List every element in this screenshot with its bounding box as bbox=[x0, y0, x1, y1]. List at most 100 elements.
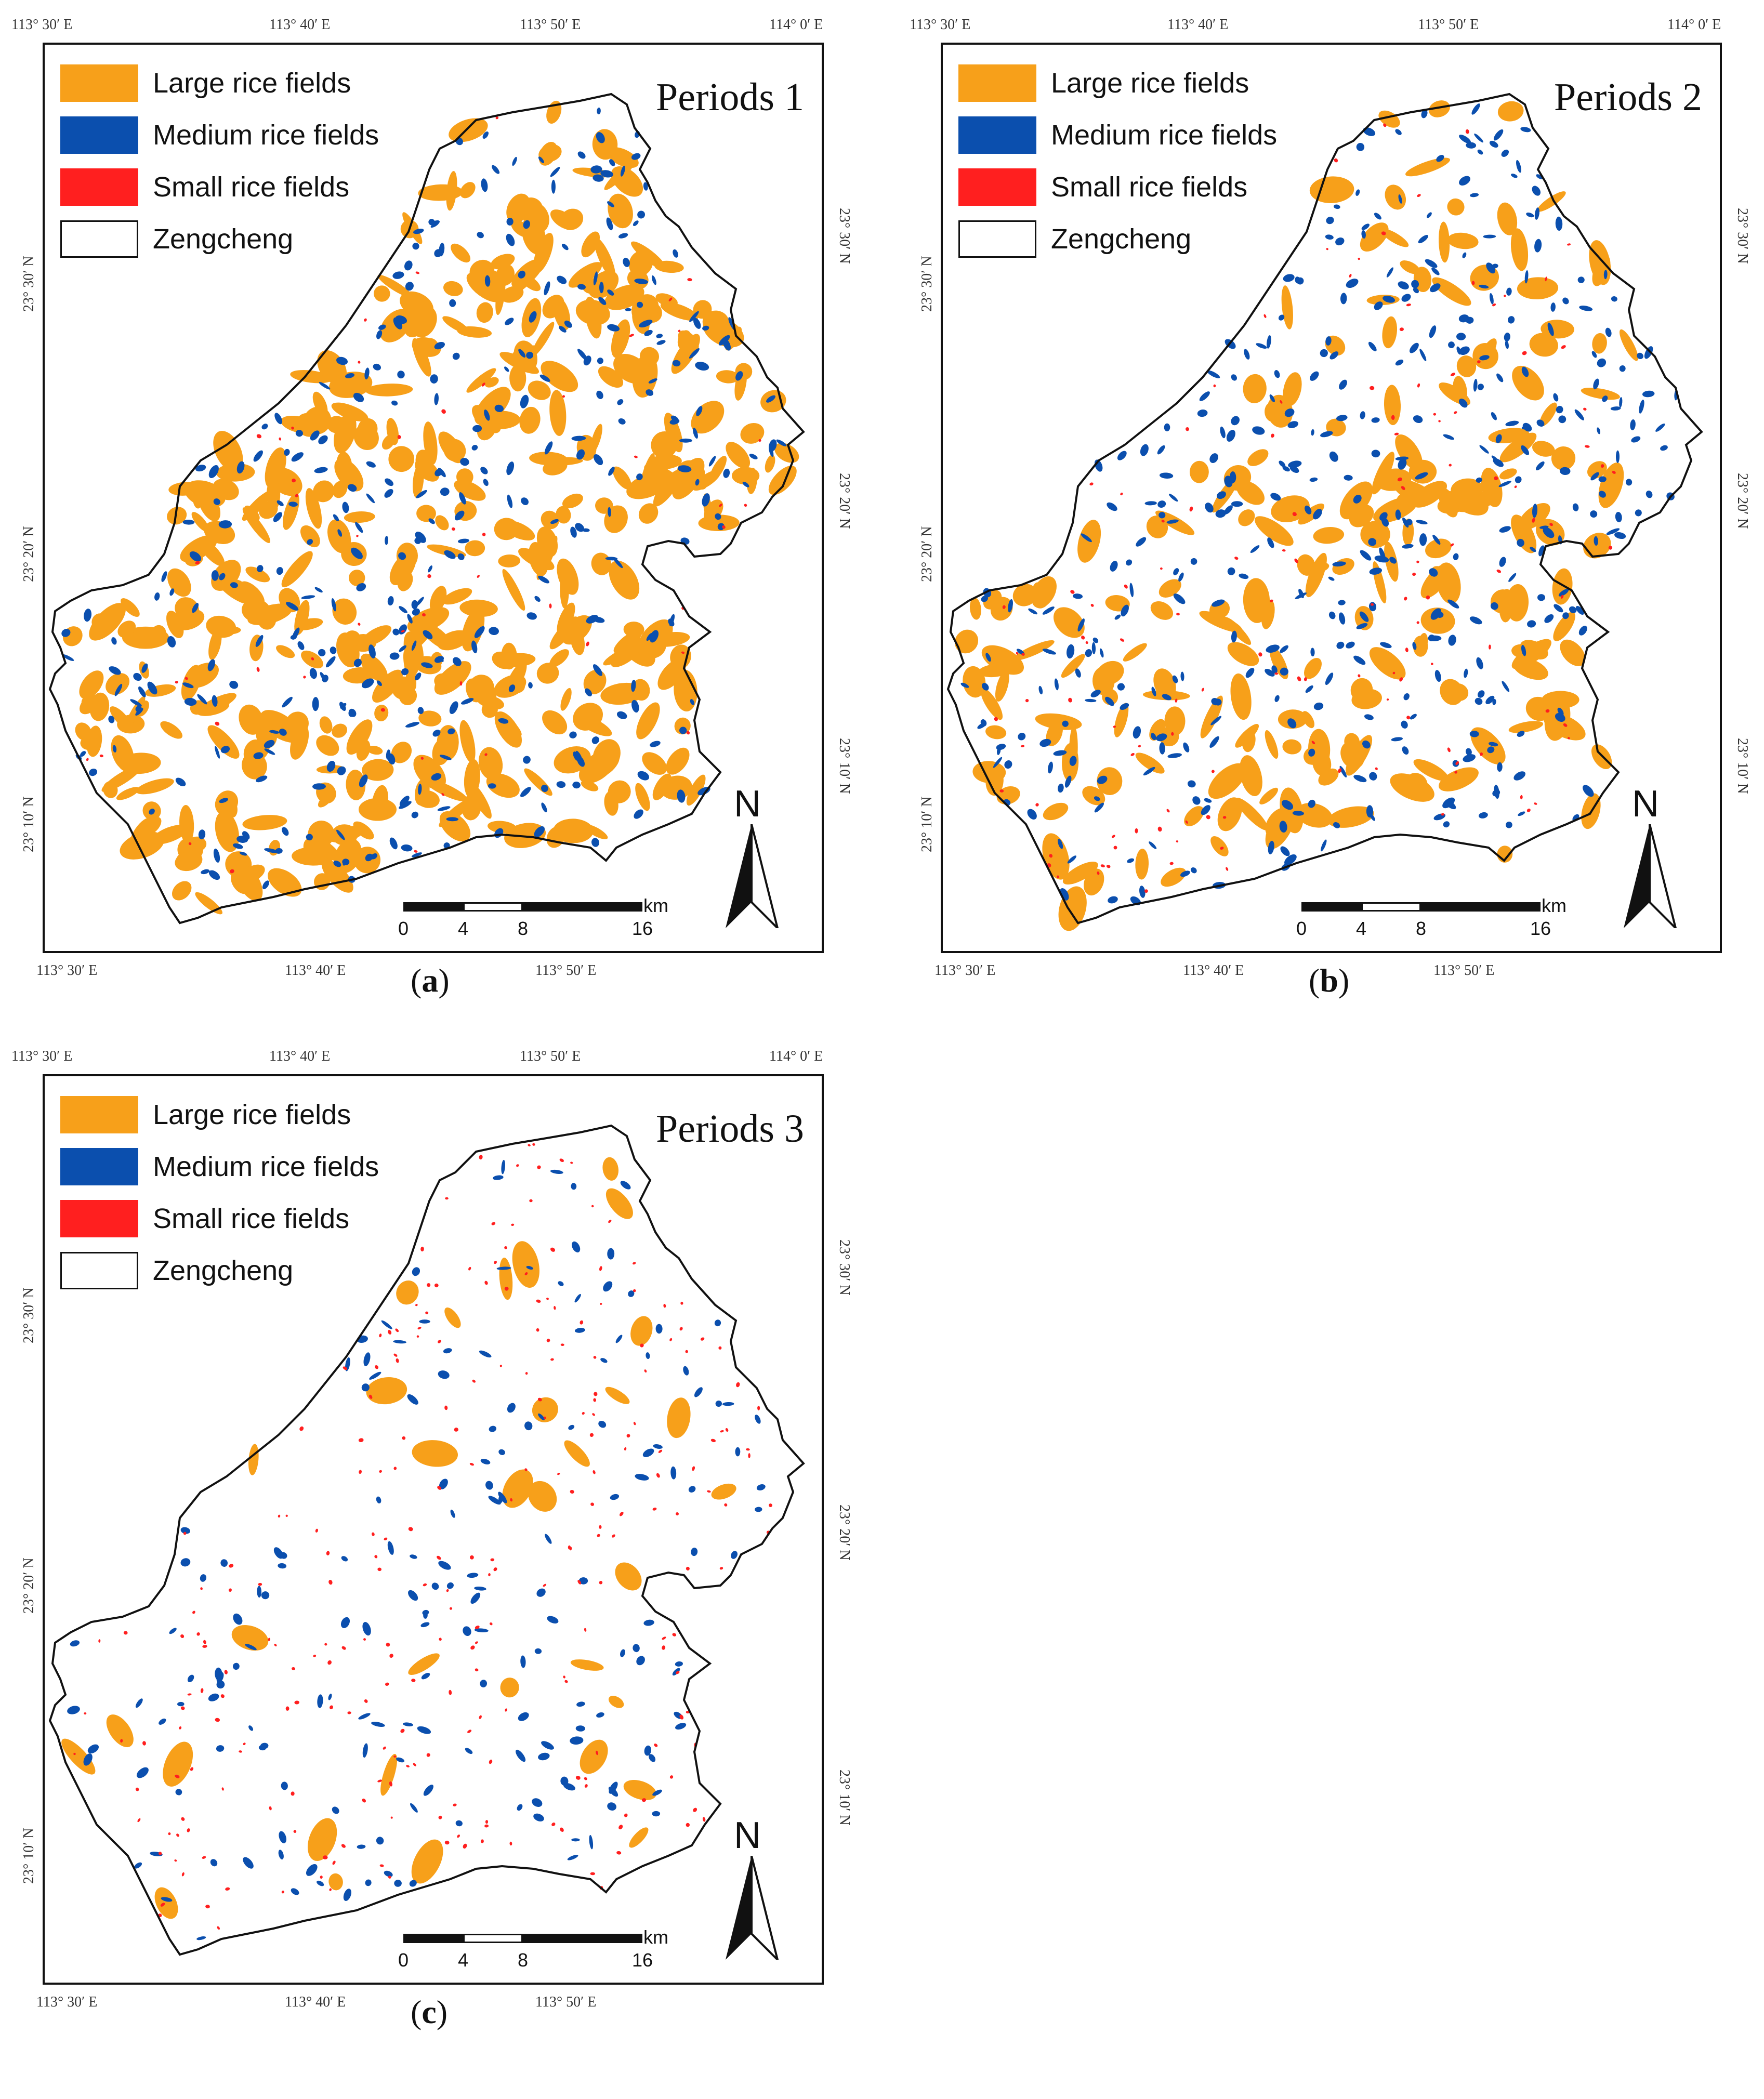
medium-rice-field bbox=[1401, 294, 1411, 302]
large-rice-field bbox=[1261, 599, 1275, 629]
small-rice-field bbox=[509, 1841, 512, 1846]
large-rice-field bbox=[1382, 316, 1398, 349]
medium-rice-field bbox=[652, 1789, 662, 1796]
coord-right-2: 23° 20′ N bbox=[836, 473, 852, 529]
medium-rice-field bbox=[169, 588, 175, 596]
scale-segment bbox=[1421, 902, 1541, 912]
medium-rice-field bbox=[1447, 599, 1459, 609]
medium-rice-field bbox=[1105, 696, 1114, 706]
medium-rice-field bbox=[1403, 693, 1410, 701]
small-rice-field bbox=[1021, 653, 1025, 656]
small-rice-field bbox=[426, 1753, 430, 1757]
medium-rice-field bbox=[398, 552, 406, 560]
medium-rice-field bbox=[413, 228, 424, 234]
small-rice-field bbox=[168, 1832, 171, 1836]
small-rice-field bbox=[1608, 546, 1613, 550]
large-rice-field bbox=[294, 600, 310, 635]
medium-rice-field bbox=[1398, 458, 1407, 470]
medium-rice-field bbox=[1598, 476, 1607, 482]
scale-unit: km bbox=[1542, 895, 1566, 916]
medium-rice-field bbox=[523, 220, 530, 229]
medium-rice-field bbox=[631, 679, 636, 692]
medium-rice-field bbox=[715, 1401, 722, 1407]
medium-rice-field bbox=[742, 481, 749, 487]
medium-rice-field bbox=[568, 1424, 575, 1430]
small-rice-field bbox=[1326, 248, 1328, 250]
large-rice-field bbox=[629, 1827, 649, 1848]
small-rice-field bbox=[386, 1642, 390, 1647]
medium-rice-field bbox=[229, 680, 239, 689]
medium-rice-field bbox=[1569, 606, 1577, 613]
large-rice-field bbox=[388, 446, 415, 472]
large-rice-field bbox=[550, 209, 576, 230]
map-legend: Large rice fields Medium rice fields Sma… bbox=[60, 1089, 379, 1297]
large-rice-field bbox=[466, 678, 483, 703]
medium-rice-field bbox=[518, 1712, 529, 1721]
medium-rice-field bbox=[439, 243, 445, 257]
medium-rice-field bbox=[1444, 800, 1456, 810]
small-rice-field bbox=[1016, 652, 1019, 655]
coord-top-1: 113° 30′ E bbox=[910, 17, 971, 33]
small-rice-field bbox=[439, 1638, 442, 1641]
medium-rice-field bbox=[501, 1159, 505, 1174]
large-rice-field bbox=[1189, 460, 1209, 483]
coord-bottom-2: 113° 40′ E bbox=[285, 1994, 346, 2010]
coord-right-1: 23° 30′ N bbox=[1734, 208, 1750, 264]
small-rice-field bbox=[1568, 737, 1570, 740]
medium-rice-field bbox=[623, 257, 630, 267]
zengcheng-boundary bbox=[946, 93, 1703, 925]
large-rice-field bbox=[408, 1653, 440, 1675]
small-rice-field bbox=[475, 1625, 480, 1630]
large-rice-field bbox=[1283, 372, 1302, 406]
medium-rice-field bbox=[702, 493, 710, 507]
medium-rice-field bbox=[1183, 742, 1190, 753]
medium-rice-field bbox=[722, 338, 731, 351]
small-rice-field bbox=[415, 1304, 418, 1306]
large-rice-field bbox=[283, 493, 299, 530]
medium-rice-field bbox=[582, 528, 590, 532]
large-rice-field bbox=[402, 212, 423, 244]
large-rice-field bbox=[702, 310, 729, 334]
medium-rice-field bbox=[284, 448, 290, 456]
medium-rice-field bbox=[215, 746, 220, 759]
large-rice-field bbox=[300, 525, 320, 548]
medium-rice-field bbox=[1139, 886, 1146, 898]
small-rice-field bbox=[463, 1843, 467, 1849]
small-rice-field bbox=[1391, 415, 1395, 420]
medium-rice-field bbox=[556, 781, 566, 788]
medium-rice-field bbox=[410, 1803, 418, 1813]
small-rice-field bbox=[445, 1197, 449, 1200]
medium-rice-field bbox=[607, 289, 614, 296]
large-rice-field bbox=[1054, 607, 1085, 638]
small-rice-field bbox=[1025, 698, 1029, 703]
small-rice-field bbox=[488, 1573, 491, 1577]
medium-rice-field bbox=[399, 796, 410, 807]
medium-rice-field bbox=[1339, 765, 1347, 778]
medium-rice-field bbox=[1018, 732, 1026, 741]
small-rice-field bbox=[1480, 752, 1483, 756]
medium-rice-field bbox=[492, 165, 500, 174]
large-rice-field bbox=[143, 816, 162, 836]
small-rice-field bbox=[438, 1815, 442, 1819]
medium-rice-field bbox=[239, 851, 247, 856]
small-rice-field bbox=[1189, 506, 1193, 512]
medium-rice-field bbox=[147, 681, 157, 695]
north-arrow-icon bbox=[1624, 824, 1677, 928]
large-rice-field bbox=[1230, 673, 1252, 720]
small-rice-field bbox=[230, 869, 234, 874]
medium-rice-field bbox=[387, 596, 394, 606]
small-rice-field bbox=[599, 1525, 602, 1529]
coord-left-1: 23° 30′ N bbox=[919, 256, 935, 312]
medium-rice-field bbox=[1477, 149, 1483, 155]
medium-rice-field bbox=[331, 598, 336, 612]
large-rice-field bbox=[434, 673, 450, 688]
medium-rice-field bbox=[376, 1496, 381, 1503]
medium-rice-field bbox=[457, 553, 465, 560]
medium-rice-field bbox=[317, 1694, 323, 1708]
small-rice-field bbox=[1100, 864, 1105, 867]
large-rice-field bbox=[488, 821, 517, 834]
medium-rice-field bbox=[593, 174, 604, 182]
large-rice-field bbox=[103, 781, 118, 798]
large-rice-field bbox=[344, 511, 375, 523]
medium-rice-field bbox=[1092, 637, 1099, 643]
